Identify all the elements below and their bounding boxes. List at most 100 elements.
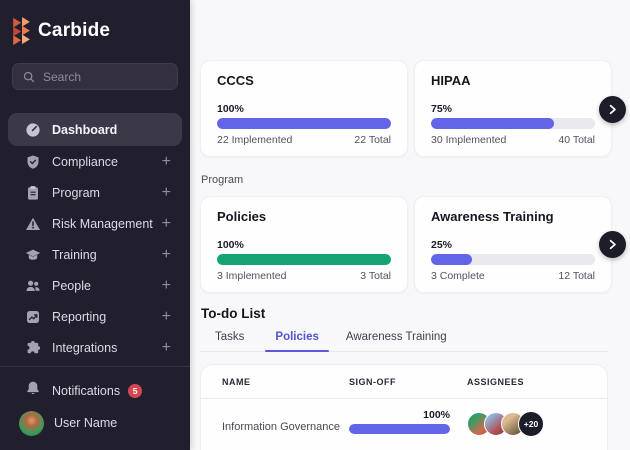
card-percent: 100% xyxy=(217,239,244,251)
todo-tabs: Tasks Policies Awareness Training xyxy=(200,328,608,352)
notifications-label: Notifications xyxy=(52,383,121,398)
expand-plus-icon[interactable]: + xyxy=(161,245,171,263)
column-header-assignees: ASSIGNEES xyxy=(467,376,525,387)
clipboard-icon xyxy=(25,185,41,201)
card-title: Awareness Training xyxy=(431,209,554,224)
card-footer: 30 Implemented 40 Total xyxy=(431,134,595,146)
sidebar-item-risk-management[interactable]: Risk Management + xyxy=(8,208,182,239)
tab-policies[interactable]: Policies xyxy=(265,331,330,352)
assignees-overflow-badge[interactable]: +20 xyxy=(518,411,544,437)
shield-check-icon xyxy=(25,154,41,170)
column-header-name: NAME xyxy=(222,376,251,387)
progress-fill xyxy=(431,118,554,129)
total-count: 40 Total xyxy=(558,134,595,146)
user-menu[interactable]: User Name xyxy=(8,408,182,438)
compliance-card-hipaa: HIPAA 75% 30 Implemented 40 Total xyxy=(414,60,612,157)
sidebar-item-label: People xyxy=(52,278,91,293)
compliance-carousel-next-button[interactable] xyxy=(599,96,626,123)
program-carousel-next-button[interactable] xyxy=(599,231,626,258)
expand-plus-icon[interactable]: + xyxy=(161,338,171,356)
sidebar-item-dashboard[interactable]: Dashboard xyxy=(8,113,182,146)
sidebar-item-label: Reporting xyxy=(52,309,107,324)
todo-list-title: To-do List xyxy=(201,306,266,321)
signoff-percent: 100% xyxy=(423,409,450,421)
card-footer: 22 Implemented 22 Total xyxy=(217,134,391,146)
sidebar-divider xyxy=(0,366,190,367)
carbide-logo-icon xyxy=(13,17,30,45)
progress-bar xyxy=(431,254,595,265)
sidebar: Carbide Dashboard xyxy=(0,0,190,450)
sidebar-nav: Dashboard Compliance + xyxy=(8,113,182,363)
puzzle-piece-icon xyxy=(25,340,41,356)
sidebar-item-label: Integrations xyxy=(52,340,118,355)
table-row[interactable]: Information Governance 100% +20 xyxy=(201,399,607,437)
tab-tasks[interactable]: Tasks xyxy=(215,331,245,343)
policy-name: Information Governance xyxy=(222,421,341,433)
progress-fill xyxy=(431,254,472,265)
program-card-awareness-training: Awareness Training 25% 3 Complete 12 Tot… xyxy=(414,196,612,293)
table-header-row: NAME SIGN-OFF ASSIGNEES xyxy=(201,365,607,399)
sidebar-item-label: Compliance xyxy=(52,154,119,169)
sidebar-item-label: Risk Management xyxy=(52,216,153,231)
graduation-cap-icon xyxy=(25,247,41,263)
implemented-count: 30 Implemented xyxy=(431,134,507,146)
program-section-label: Program xyxy=(201,174,244,186)
brand-name: Carbide xyxy=(38,20,111,41)
search-box[interactable] xyxy=(12,63,178,90)
progress-bar xyxy=(431,118,595,129)
total-count: 22 Total xyxy=(354,134,391,146)
card-title: CCCS xyxy=(217,73,254,88)
sidebar-item-label: Dashboard xyxy=(52,122,118,137)
sidebar-item-reporting[interactable]: Reporting + xyxy=(8,301,182,332)
compliance-card-cccs: CCCS 100% 22 Implemented 22 Total xyxy=(200,60,408,157)
expand-plus-icon[interactable]: + xyxy=(161,214,171,232)
signoff-cell: 100% xyxy=(349,409,450,434)
total-count: 12 Total xyxy=(558,270,595,282)
notifications-count-badge: 5 xyxy=(128,383,143,398)
card-percent: 100% xyxy=(217,103,244,115)
sidebar-item-label: Training xyxy=(52,247,97,262)
bell-icon xyxy=(25,380,41,401)
implemented-count: 22 Implemented xyxy=(217,134,293,146)
progress-bar xyxy=(217,118,391,129)
total-count: 3 Total xyxy=(360,270,391,282)
card-percent: 25% xyxy=(431,239,453,251)
notifications-item[interactable]: Notifications 5 xyxy=(8,377,182,404)
todo-table-card: NAME SIGN-OFF ASSIGNEES Information Gove… xyxy=(200,364,608,450)
chevron-right-icon xyxy=(609,239,616,250)
expand-plus-icon[interactable]: + xyxy=(161,183,171,201)
progress-bar xyxy=(217,254,391,265)
progress-fill xyxy=(217,118,391,129)
tab-awareness-training[interactable]: Awareness Training xyxy=(345,331,447,343)
expand-plus-icon[interactable]: + xyxy=(161,152,171,170)
sidebar-item-label: Program xyxy=(52,185,100,200)
card-percent: 75% xyxy=(431,103,453,115)
card-title: Policies xyxy=(217,209,267,224)
sidebar-item-training[interactable]: Training + xyxy=(8,239,182,270)
assignees-cell[interactable]: +20 xyxy=(467,409,607,437)
expand-plus-icon[interactable]: + xyxy=(161,307,171,325)
user-name-label: User Name xyxy=(54,416,118,430)
card-title: HIPAA xyxy=(431,73,471,88)
chevron-right-icon xyxy=(609,104,616,115)
brand: Carbide xyxy=(13,17,110,45)
signoff-progress-bar xyxy=(349,424,450,434)
program-card-policies: Policies 100% 3 Implemented 3 Total xyxy=(200,196,408,293)
sidebar-item-people[interactable]: People + xyxy=(8,270,182,301)
complete-count: 3 Complete xyxy=(431,270,485,282)
expand-plus-icon[interactable]: + xyxy=(161,276,171,294)
card-footer: 3 Complete 12 Total xyxy=(431,270,595,282)
trend-chart-icon xyxy=(25,309,41,325)
sidebar-item-program[interactable]: Program + xyxy=(8,177,182,208)
sidebar-item-compliance[interactable]: Compliance + xyxy=(8,146,182,177)
people-icon xyxy=(25,278,41,294)
warning-triangle-icon xyxy=(25,216,41,232)
search-input[interactable] xyxy=(43,69,163,84)
sidebar-item-integrations[interactable]: Integrations + xyxy=(8,332,182,363)
card-footer: 3 Implemented 3 Total xyxy=(217,270,391,282)
gauge-icon xyxy=(25,122,41,138)
column-header-signoff: SIGN-OFF xyxy=(349,376,396,387)
signoff-progress-fill xyxy=(349,424,450,434)
search-icon xyxy=(23,71,35,82)
